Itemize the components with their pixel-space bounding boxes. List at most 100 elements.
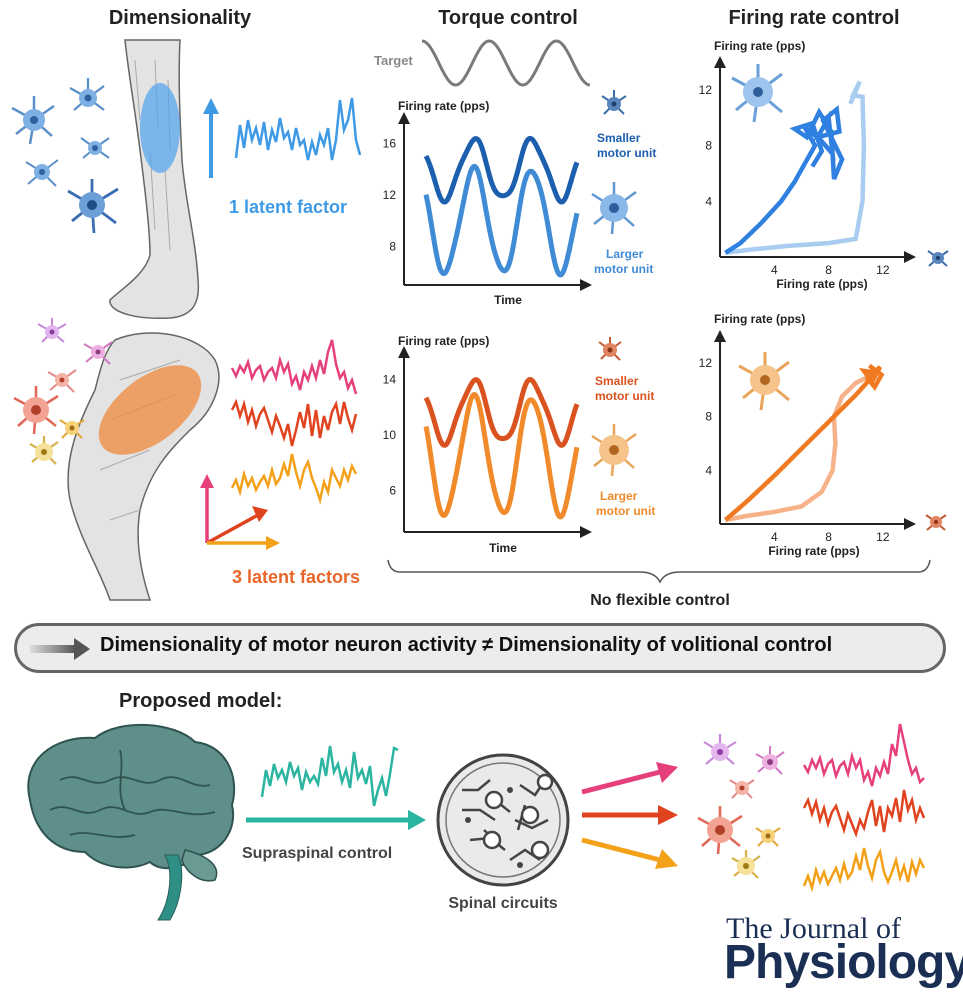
ylabel-firing-bottom: Firing rate (pps)	[714, 312, 805, 326]
brain-illustration	[27, 723, 236, 921]
y-tick-label: 10	[383, 428, 397, 442]
label-one-latent-factor: 1 latent factor	[229, 197, 347, 217]
legend-smaller-line1-blue: Smaller	[597, 131, 641, 145]
output-trace-pink	[802, 723, 925, 787]
x-tick-label: 8	[825, 263, 832, 277]
neuron-firing-bottom-small	[925, 514, 947, 531]
leg-illustration	[109, 39, 200, 319]
series-line-larger-motor-unit-blue	[423, 163, 580, 278]
label-three-latent-factors: 3 latent factors	[232, 567, 360, 587]
torque-chart-top: Firing rate (pps) 8 12 16 Time Smaller mot…	[383, 99, 657, 307]
legend-larger-line2-blue: motor unit	[594, 262, 653, 276]
legend-larger-line1-blue: Larger	[606, 247, 644, 261]
y-tick-label: 8	[389, 239, 396, 253]
firing-chart-top: Firing rate (pps) 4 8 12 4 8 12 Firing rate (…	[699, 39, 916, 291]
trajectory-dark-blue	[724, 105, 845, 255]
neuron-large-orange	[591, 424, 637, 477]
y-tick-label: 8	[705, 410, 712, 424]
legend-smaller-line2-orange: motor unit	[595, 389, 654, 403]
output-arrow-amber	[581, 837, 661, 863]
axis-arrow-pink-head	[200, 474, 214, 488]
label-proposed-model: Proposed model:	[119, 690, 282, 712]
latent-arrow-blue-head	[203, 98, 219, 114]
y-tick-label: 4	[705, 463, 712, 477]
calf-muscle-highlight	[140, 83, 180, 173]
neuron-firing-top-small	[927, 250, 949, 267]
banner-arrow-icon	[30, 638, 90, 660]
brace-no-flexible-control	[387, 559, 931, 584]
xlabel-firing-bottom: Firing rate (pps)	[768, 544, 859, 558]
xlabel-firing-top: Firing rate (pps)	[776, 277, 867, 291]
x-tick-label: 4	[771, 530, 778, 544]
legend-larger-line1-orange: Larger	[600, 489, 638, 503]
neuron-large-blue	[591, 182, 637, 235]
ylabel-torque-bottom: Firing rate (pps)	[398, 334, 489, 348]
neurons-blue-cluster	[11, 78, 119, 234]
series-line-smaller-motor-unit-orange	[423, 376, 580, 448]
x-tick-label: 8	[825, 530, 832, 544]
x-tick-label: 12	[876, 263, 890, 277]
latent-trace-red	[230, 398, 358, 447]
journal-logo-line2: Physiology	[724, 936, 963, 989]
neuron-firing-bottom-large	[738, 352, 790, 411]
latent-trace-amber	[230, 453, 358, 505]
conclusion-banner	[14, 623, 946, 673]
neuron-small-blue	[601, 90, 627, 115]
label-spinal-circuits: Spinal circuits	[448, 895, 557, 912]
target-sine-wave	[421, 39, 591, 87]
thigh-muscle-highlight	[98, 365, 202, 455]
axis-arrow-red-head	[252, 506, 268, 522]
supraspinal-trace	[260, 745, 399, 807]
output-arrow-red-head	[658, 805, 678, 825]
y-tick-label: 12	[699, 83, 713, 97]
legend-larger-line2-orange: motor unit	[596, 504, 655, 518]
x-tick-label: 4	[771, 263, 778, 277]
y-tick-label: 12	[699, 356, 713, 370]
title-dimensionality: Dimensionality	[109, 7, 252, 29]
axis-arrow-amber-head	[266, 536, 280, 550]
supraspinal-arrow-head	[408, 810, 426, 830]
y-tick-label: 4	[705, 194, 712, 208]
output-arrow-amber-head	[655, 849, 678, 869]
knee-illustration	[67, 332, 220, 601]
title-firing-rate-control: Firing rate control	[728, 7, 899, 29]
label-target: Target	[374, 53, 413, 68]
latent-trace-pink	[230, 339, 358, 395]
output-trace-amber	[802, 847, 926, 893]
neurons-output-cluster	[697, 734, 785, 879]
spinal-circuit-icon	[436, 753, 570, 887]
xlabel-torque-bottom: Time	[489, 541, 517, 555]
label-supraspinal-control: Supraspinal control	[242, 845, 392, 862]
x-tick-label: 12	[876, 530, 890, 544]
firing-chart-bottom: Firing rate (pps) 4 8 12 4 8 12 Firing rate (…	[699, 312, 916, 558]
latent-trace-blue	[234, 97, 362, 161]
output-trace-red	[802, 789, 926, 838]
xlabel-torque-top: Time	[494, 293, 522, 307]
ylabel-firing-top: Firing rate (pps)	[714, 39, 805, 53]
y-tick-label: 16	[383, 137, 397, 151]
output-arrow-pink-head	[656, 762, 678, 783]
y-tick-label: 12	[383, 188, 397, 202]
output-arrow-pink	[581, 769, 661, 795]
axis-arrow-red	[206, 513, 259, 545]
trajectory-dark-orange	[723, 363, 885, 522]
legend-smaller-line1-orange: Smaller	[595, 374, 639, 388]
trajectory-light-blue	[725, 80, 867, 256]
neurons-warm-cluster	[13, 318, 113, 465]
title-torque-control: Torque control	[438, 7, 578, 29]
legend-smaller-line2-blue: motor unit	[597, 146, 656, 160]
series-line-smaller-motor-unit-blue	[423, 135, 580, 205]
banner-text: Dimensionality of motor neuron activity …	[100, 634, 833, 656]
trajectory-light-orange	[724, 374, 871, 523]
series-line-larger-motor-unit-orange	[423, 391, 580, 520]
label-no-flexible-control: No flexible control	[590, 592, 730, 609]
journal-logo-line1: The Journal of	[726, 912, 901, 945]
ylabel-torque-top: Firing rate (pps)	[398, 99, 489, 113]
neuron-small-orange	[598, 337, 622, 361]
neuron-firing-top-large	[731, 64, 783, 123]
y-tick-label: 6	[389, 483, 396, 497]
y-tick-label: 8	[705, 139, 712, 153]
torque-chart-bottom: Firing rate (pps) 6 10 14 Time Smaller mot…	[383, 334, 656, 555]
y-tick-label: 14	[383, 373, 397, 387]
